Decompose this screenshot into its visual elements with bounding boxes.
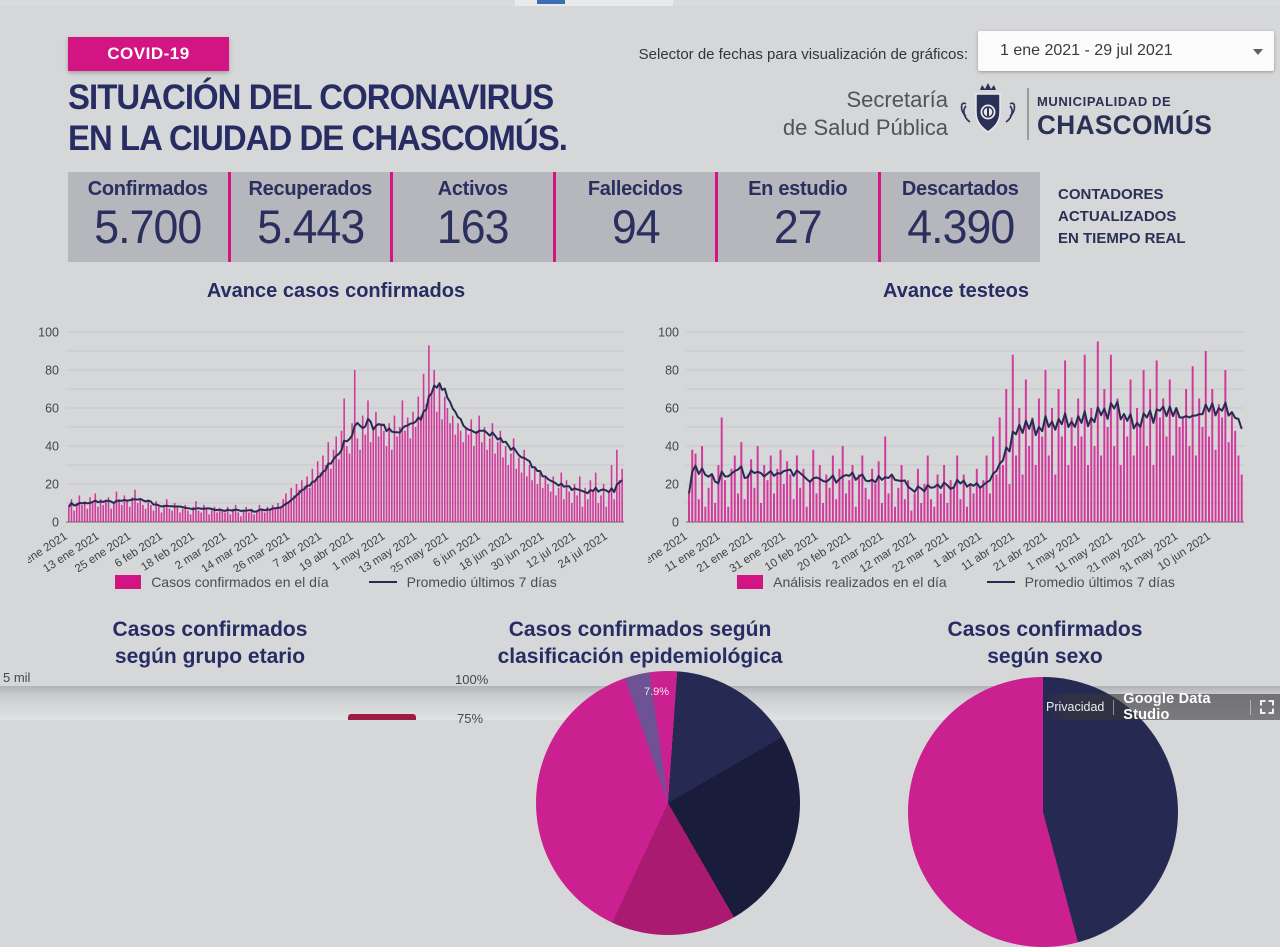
y-axis-labels: 0 20 40 60 80 100 [38, 326, 59, 530]
epi-pie-slice-label: 7.9% [644, 686, 670, 698]
counter-value: 27 [773, 200, 823, 253]
counter-value: 94 [611, 200, 660, 253]
municipality-crest-icon [956, 82, 1020, 149]
footer-divider [1250, 699, 1251, 715]
counter-label: Descartados [901, 178, 1019, 200]
bar-legend-swatch [737, 575, 764, 589]
tests-chart: Avance testeos 0 20 40 60 80 100 1 ene 202111 … [648, 280, 1264, 590]
counter-label: Recuperados [248, 178, 373, 200]
date-range-value: 1 ene 2021 - 29 jul 2021 [1000, 42, 1173, 59]
svg-text:80: 80 [45, 364, 59, 378]
svg-text:20: 20 [665, 478, 679, 492]
svg-text:0: 0 [52, 516, 59, 530]
top-progress-indicator [537, 0, 565, 4]
privacy-link[interactable]: Privacidad [1045, 700, 1105, 714]
counter-value: 5.700 [94, 200, 202, 253]
svg-text:0: 0 [672, 516, 679, 530]
bar-legend-swatch [115, 575, 142, 589]
covid-badge: COVID-19 [68, 37, 229, 71]
tests-chart-title: Avance testeos [883, 280, 1029, 302]
epi-chart-axis-label-100: 100% [455, 672, 489, 687]
org-line1: Secretaría [846, 87, 949, 112]
line-legend-label: Promedio últimos 7 días [1024, 574, 1175, 590]
counter-label: Activos [437, 178, 508, 200]
counter-value: 5.443 [256, 200, 365, 253]
average-line [688, 400, 1243, 494]
svg-text:60: 60 [45, 402, 59, 416]
page-title-line1: SITUACIÓN DEL CORONAVIRUS [68, 78, 554, 117]
counter-value: 4.390 [906, 200, 1015, 253]
line-legend-swatch [986, 581, 1015, 583]
health-secretary-label: Secretaría de Salud Pública [783, 86, 948, 141]
epidemiology-pie-chart[interactable] [536, 671, 800, 935]
section-title-sex: Casos confirmados según sexo [890, 616, 1200, 671]
svg-text:40: 40 [665, 440, 679, 454]
fullscreen-icon[interactable] [1260, 700, 1274, 714]
counters-note: CONTADORES ACTUALIZADOS EN TIEMPO REAL [1058, 184, 1186, 250]
page-title-line2: EN LA CIUDAD DE CHASCOMÚS. [68, 118, 568, 158]
confirmed-cases-chart-title: Avance casos confirmados [206, 280, 466, 302]
y-axis-labels: 0 20 40 60 80 100 [658, 326, 679, 530]
bar-legend-label: Casos confirmados en el día [151, 574, 329, 590]
counter-fallecidos: Fallecidos 94 [552, 172, 716, 262]
gridlines [66, 331, 624, 523]
epi-chart-axis-label-75: 75% [457, 711, 484, 726]
org-line2: de Salud Pública [782, 114, 948, 140]
section-title-epidemiology: Casos confirmados según clasificación ep… [440, 616, 840, 671]
section-title-line: Casos confirmados [112, 618, 308, 641]
counters-note-line: ACTUALIZADOS [1058, 208, 1177, 225]
counter-label: Confirmados [87, 178, 208, 200]
date-range-dropdown[interactable]: 1 ene 2021 - 29 jul 2021 [978, 31, 1274, 71]
average-line [67, 382, 623, 513]
page-title: SITUACIÓN DEL CORONAVIRUS EN LA CIUDAD D… [68, 78, 568, 160]
svg-text:40: 40 [45, 440, 59, 454]
line-legend-label: Promedio últimos 7 días [406, 574, 557, 590]
svg-text:80: 80 [665, 364, 679, 378]
muni-line2: CHASCOMÚS [1037, 110, 1213, 140]
bars [688, 341, 1243, 522]
counter-label: Fallecidos [587, 178, 683, 200]
counters-note-line: EN TIEMPO REAL [1058, 230, 1186, 247]
svg-text:60: 60 [665, 402, 679, 416]
counter-confirmados: Confirmados 5.700 [68, 172, 228, 262]
counter-recuperados: Recuperados 5.443 [227, 172, 391, 262]
counters-note-line: CONTADORES [1058, 186, 1164, 203]
logo-divider [1027, 88, 1029, 140]
svg-text:100: 100 [658, 326, 679, 340]
bar-legend-label: Análisis realizados en el día [773, 574, 947, 590]
section-title-line: Casos confirmados según [508, 618, 772, 641]
footer-divider [1113, 699, 1115, 715]
tests-chart-legend: Análisis realizados en el día Promedio ú… [648, 574, 1264, 590]
google-data-studio-link[interactable]: Google Data Studio [1123, 691, 1211, 723]
bars [68, 345, 623, 522]
muni-line1: MUNICIPALIDAD DE [1037, 94, 1172, 109]
datastudio-footer-bar: Privacidad Google Data Studio [1045, 691, 1280, 723]
chevron-down-icon [1253, 49, 1263, 55]
counter-activos: Activos 163 [390, 172, 553, 262]
svg-text:100: 100 [38, 326, 59, 340]
confirmed-cases-chart-legend: Casos confirmados en el día Promedio últ… [28, 574, 644, 590]
date-selector-label: Selector de fechas para visualización de… [638, 46, 968, 63]
section-title-line: según grupo etario [114, 645, 306, 669]
counter-descartados: Descartados 4.390 [877, 172, 1041, 262]
top-progress-track [515, 0, 673, 6]
counter-en-estudio: En estudio 27 [715, 172, 878, 262]
svg-text:20: 20 [45, 478, 59, 492]
confirmed-cases-chart: Avance casos confirmados 0 20 40 60 80 100 1 e… [28, 280, 644, 590]
section-title-line: según sexo [987, 645, 1103, 669]
section-title-age-groups: Casos confirmados según grupo etario [60, 616, 360, 671]
counters-row: Confirmados 5.700 Recuperados 5.443 Acti… [68, 172, 1040, 262]
line-legend-swatch [368, 581, 397, 583]
counter-value: 163 [436, 200, 510, 253]
section-title-line: Casos confirmados [947, 618, 1143, 641]
municipality-wordmark: MUNICIPALIDAD DE CHASCOMÚS [1037, 94, 1218, 141]
age-chart-bar-top[interactable] [348, 714, 416, 720]
section-title-line: clasificación epidemiológica [497, 645, 783, 669]
counter-label: En estudio [748, 178, 848, 200]
age-chart-axis-label: 5 mil [3, 670, 31, 685]
